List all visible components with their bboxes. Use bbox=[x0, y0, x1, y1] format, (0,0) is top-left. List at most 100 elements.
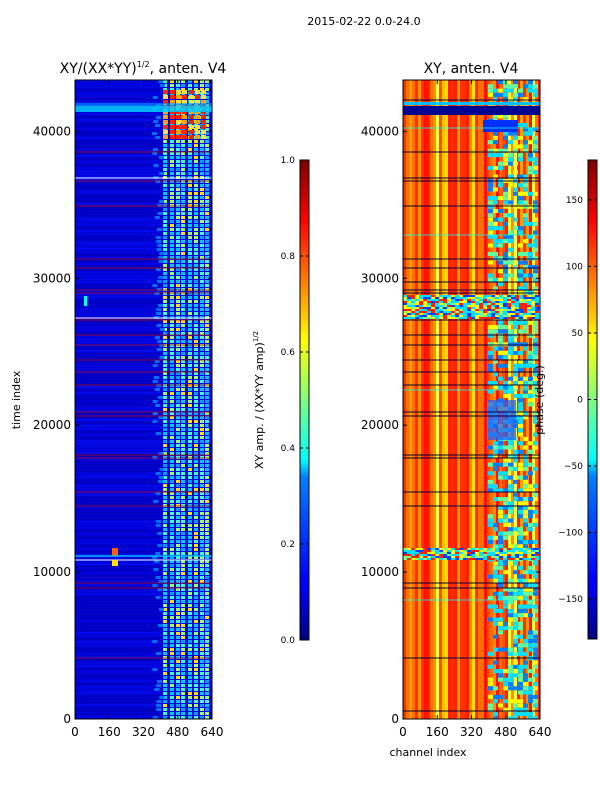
heatmap1-cell bbox=[194, 408, 198, 411]
heatmap1-cell-hot bbox=[182, 130, 187, 134]
heatmap2-noise bbox=[419, 550, 423, 552]
heatmap1-cell bbox=[200, 628, 204, 631]
heatmap2-cell bbox=[488, 522, 493, 527]
heatmap2-noise bbox=[439, 315, 443, 317]
heatmap1-stripe bbox=[75, 170, 160, 172]
heatmap2-cell bbox=[488, 389, 493, 394]
heatmap2-cell bbox=[518, 376, 523, 381]
heatmap2-cell bbox=[508, 84, 513, 89]
heatmap1-cell bbox=[188, 532, 192, 535]
heatmap2-noise bbox=[427, 552, 431, 554]
heatmap1-cell bbox=[194, 260, 198, 263]
heatmap1-cell bbox=[170, 332, 174, 335]
heatmap1-stripe bbox=[75, 707, 160, 709]
heatmap2-cell bbox=[493, 381, 498, 385]
heatmap1-cell bbox=[188, 656, 192, 659]
heatmap1-cell-hot bbox=[176, 130, 181, 134]
heatmap1-cell bbox=[163, 264, 167, 267]
heatmap2-noise bbox=[439, 301, 443, 303]
heatmap2-noise bbox=[487, 307, 491, 309]
heatmap1-cell bbox=[194, 200, 198, 203]
heatmap1-cell bbox=[194, 376, 198, 379]
heatmap1-cell bbox=[200, 504, 204, 507]
heatmap1-cell bbox=[176, 676, 180, 679]
heatmap2-noise bbox=[471, 558, 475, 560]
heatmap2-cell bbox=[528, 252, 533, 256]
heatmap1-cell bbox=[157, 544, 163, 547]
heatmap1-cell bbox=[181, 532, 185, 535]
heatmap1-cell bbox=[170, 404, 174, 407]
heatmap2-cell bbox=[493, 234, 498, 239]
heatmap1-stripe bbox=[75, 539, 160, 541]
heatmap1-cell bbox=[181, 264, 185, 267]
heatmap1-cell bbox=[155, 124, 161, 127]
heatmap1-cell bbox=[205, 280, 209, 283]
heatmap2-cell bbox=[513, 527, 518, 532]
heatmap2-cell bbox=[488, 342, 493, 347]
heatmap2-cell bbox=[528, 376, 533, 381]
heatmap1-cell bbox=[170, 480, 174, 483]
heatmap1-cell bbox=[155, 136, 161, 139]
heatmap1-cell bbox=[205, 84, 209, 87]
heatmap1-cell bbox=[205, 424, 209, 427]
heatmap1-cell bbox=[170, 412, 174, 415]
heatmap2-noise bbox=[467, 297, 471, 299]
heatmap1-cell bbox=[158, 276, 164, 279]
heatmap1-cell bbox=[194, 400, 198, 403]
heatmap2-noise bbox=[515, 558, 519, 560]
heatmap2-cell bbox=[533, 643, 538, 648]
heatmap1-cell bbox=[159, 156, 165, 159]
heatmap2-noise bbox=[519, 552, 523, 554]
heatmap2-cell bbox=[523, 376, 528, 381]
heatmap1-cell bbox=[205, 128, 209, 131]
heatmap2-cell bbox=[498, 183, 503, 188]
heatmap1-cell bbox=[181, 412, 185, 415]
heatmap1-cell bbox=[170, 428, 174, 431]
heatmap1-cell bbox=[170, 348, 174, 351]
heatmap1-stripe bbox=[75, 305, 160, 307]
heatmap2-noise bbox=[507, 309, 511, 311]
heatmap1-cell bbox=[176, 580, 180, 583]
heatmap1-cell bbox=[170, 496, 174, 499]
heatmap1-cell bbox=[200, 436, 204, 439]
heatmap1-cell bbox=[170, 628, 174, 631]
heatmap1-stripe bbox=[75, 182, 160, 184]
heatmap1-cell bbox=[194, 212, 198, 215]
heatmap1-cell bbox=[181, 144, 185, 147]
heatmap2-noise bbox=[535, 315, 539, 317]
heatmap1-cell bbox=[200, 140, 204, 143]
heatmap1-cell bbox=[205, 580, 209, 583]
heatmap2-noise bbox=[403, 558, 407, 560]
heatmap1-cell bbox=[176, 588, 180, 591]
heatmap2-cell bbox=[498, 677, 503, 682]
heatmap1-cell-hot bbox=[189, 130, 194, 134]
heatmap2-cell bbox=[523, 587, 528, 592]
heatmap1-cell bbox=[155, 236, 161, 239]
heatmap1-cell bbox=[200, 392, 204, 395]
heatmap1-cell bbox=[156, 348, 162, 351]
heatmap1-cell bbox=[181, 224, 185, 227]
heatmap2-noise bbox=[499, 303, 503, 305]
heatmap1-cell bbox=[176, 276, 180, 279]
heatmap1-cell bbox=[176, 648, 180, 651]
heatmap1-cell bbox=[181, 232, 185, 235]
heatmap1-cell bbox=[188, 180, 192, 183]
heatmap1-cell bbox=[176, 300, 180, 303]
heatmap2-cell bbox=[523, 217, 528, 222]
heatmap1-cell bbox=[163, 444, 167, 447]
heatmap2-cell bbox=[508, 346, 513, 351]
heatmap1-stripe bbox=[75, 464, 160, 466]
heatmap1-cell bbox=[181, 340, 185, 343]
heatmap2-noise bbox=[491, 299, 495, 301]
heatmap2-stripe bbox=[511, 80, 514, 719]
heatmap2-cell bbox=[533, 441, 538, 446]
heatmap1-cell bbox=[181, 576, 185, 579]
heatmap1-cell bbox=[181, 308, 185, 311]
heatmap2-noise bbox=[535, 299, 539, 301]
heatmap1-stripe bbox=[75, 581, 160, 583]
heatmap1-cell bbox=[188, 440, 192, 443]
heatmap2-cell bbox=[523, 252, 528, 256]
heatmap1-cell-hot bbox=[189, 100, 194, 104]
heatmap1-cell bbox=[163, 88, 167, 91]
heatmap1-cell bbox=[170, 184, 174, 187]
